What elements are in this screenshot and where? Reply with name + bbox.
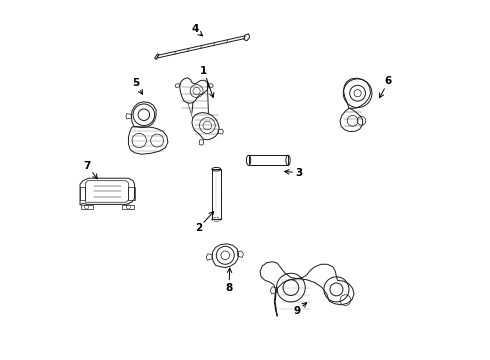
Text: 6: 6 <box>380 76 392 98</box>
Text: 8: 8 <box>225 268 232 293</box>
Text: 3: 3 <box>285 168 302 178</box>
Text: 9: 9 <box>294 303 307 316</box>
Text: 4: 4 <box>191 24 202 36</box>
Text: 1: 1 <box>200 66 214 98</box>
Text: 2: 2 <box>195 212 214 233</box>
Text: 5: 5 <box>132 78 143 94</box>
Bar <box>248 155 288 165</box>
Text: 7: 7 <box>83 161 98 179</box>
Bar <box>212 169 221 220</box>
